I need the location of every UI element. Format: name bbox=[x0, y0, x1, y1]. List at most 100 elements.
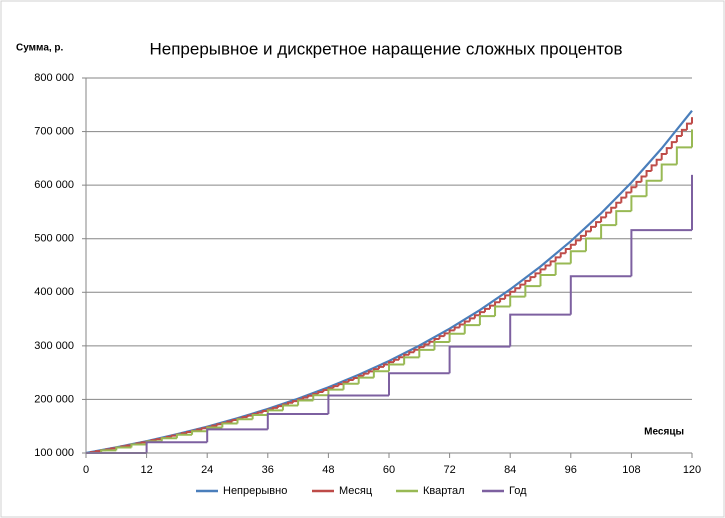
step-segment bbox=[418, 348, 435, 358]
step-segment bbox=[579, 234, 586, 241]
step-segment bbox=[337, 383, 344, 387]
step-segment bbox=[256, 411, 263, 415]
step-segment bbox=[675, 135, 682, 143]
step-segment bbox=[418, 346, 425, 350]
step-segment bbox=[302, 396, 309, 400]
legend-label: Год bbox=[509, 485, 527, 497]
step-segment bbox=[448, 332, 465, 342]
step-segment bbox=[423, 343, 430, 348]
legend-label: Непрерывно bbox=[223, 485, 287, 497]
legend-label: Месяц bbox=[339, 485, 373, 497]
step-segment bbox=[251, 413, 268, 420]
step-segment bbox=[453, 326, 460, 331]
step-segment bbox=[130, 443, 147, 448]
step-segment bbox=[590, 225, 597, 232]
step-segment bbox=[625, 191, 632, 198]
step-segment bbox=[584, 237, 602, 252]
step-segment bbox=[231, 419, 238, 422]
step-segment bbox=[610, 206, 617, 213]
step-segment bbox=[645, 170, 652, 177]
step-segment bbox=[574, 239, 581, 245]
step-segment bbox=[357, 376, 374, 384]
legend-label: Квартал bbox=[423, 485, 465, 497]
step-segment bbox=[478, 311, 485, 316]
step-segment bbox=[504, 294, 511, 299]
step-segment bbox=[660, 152, 667, 160]
step-segment bbox=[660, 163, 677, 181]
y-tick-label: 700 000 bbox=[34, 125, 74, 137]
step-segment bbox=[494, 301, 501, 306]
step-segment bbox=[630, 229, 692, 277]
step-segment bbox=[347, 379, 354, 383]
x-axis-label: Месяцы bbox=[644, 427, 684, 438]
step-segment bbox=[463, 324, 480, 334]
step-segment bbox=[388, 363, 405, 372]
step-segment bbox=[524, 279, 531, 285]
x-tick-label: 72 bbox=[443, 464, 455, 476]
step-segment bbox=[630, 186, 637, 193]
step-segment bbox=[584, 230, 591, 236]
step-segment bbox=[468, 317, 475, 322]
step-segment bbox=[685, 122, 692, 130]
step-segment bbox=[367, 370, 374, 374]
step-segment bbox=[322, 389, 329, 392]
step-segment bbox=[478, 315, 496, 326]
step-segment bbox=[236, 418, 253, 424]
step-segment bbox=[266, 413, 329, 430]
x-tick-label: 24 bbox=[201, 464, 213, 476]
step-segment bbox=[645, 179, 662, 197]
chart-title: Непрерывное и дискретное наращение сложн… bbox=[149, 39, 622, 58]
step-segment bbox=[635, 180, 642, 188]
step-segment bbox=[640, 175, 647, 182]
step-segment bbox=[615, 201, 622, 208]
x-tick-label: 60 bbox=[383, 464, 395, 476]
x-tick-label: 12 bbox=[140, 464, 152, 476]
step-segment bbox=[630, 195, 647, 212]
step-segment bbox=[160, 437, 177, 442]
y-tick-label: 100 000 bbox=[34, 447, 74, 459]
step-segment bbox=[463, 320, 470, 325]
step-segment bbox=[312, 394, 329, 401]
x-tick-label: 48 bbox=[322, 464, 334, 476]
step-segment bbox=[595, 221, 602, 227]
x-tick-label: 108 bbox=[622, 464, 640, 476]
step-segment bbox=[95, 450, 102, 453]
x-tick-label: 36 bbox=[262, 464, 274, 476]
step-segment bbox=[403, 356, 420, 365]
step-segment bbox=[221, 422, 238, 428]
step-segment bbox=[191, 430, 208, 435]
x-tick-label: 0 bbox=[83, 464, 89, 476]
step-segment bbox=[377, 365, 384, 370]
x-tick-label: 120 bbox=[683, 464, 701, 476]
step-segment bbox=[529, 276, 536, 281]
step-segment bbox=[670, 141, 677, 149]
y-tick-label: 800 000 bbox=[34, 72, 74, 84]
step-segment bbox=[271, 406, 278, 410]
step-segment bbox=[175, 433, 193, 439]
step-segment bbox=[569, 275, 632, 315]
step-segment bbox=[297, 399, 314, 406]
step-segment bbox=[483, 307, 490, 313]
step-segment bbox=[514, 287, 521, 292]
step-segment bbox=[352, 376, 359, 381]
step-segment bbox=[327, 388, 344, 396]
step-segment bbox=[680, 128, 687, 137]
step-segment bbox=[382, 363, 389, 367]
step-segment bbox=[569, 250, 586, 264]
step-segment bbox=[201, 427, 208, 430]
step-segment bbox=[600, 216, 607, 223]
step-segment bbox=[554, 256, 561, 262]
step-segment bbox=[519, 283, 526, 289]
step-segment bbox=[448, 345, 511, 374]
step-segment bbox=[115, 446, 132, 451]
y-tick-label: 600 000 bbox=[34, 179, 74, 191]
y-tick-label: 500 000 bbox=[34, 233, 74, 245]
step-segment bbox=[650, 164, 657, 171]
step-segment bbox=[438, 335, 445, 339]
step-segment bbox=[342, 382, 359, 390]
step-segment bbox=[408, 351, 415, 355]
step-segment bbox=[524, 285, 541, 297]
step-segment bbox=[145, 441, 208, 453]
step-segment bbox=[665, 147, 672, 154]
